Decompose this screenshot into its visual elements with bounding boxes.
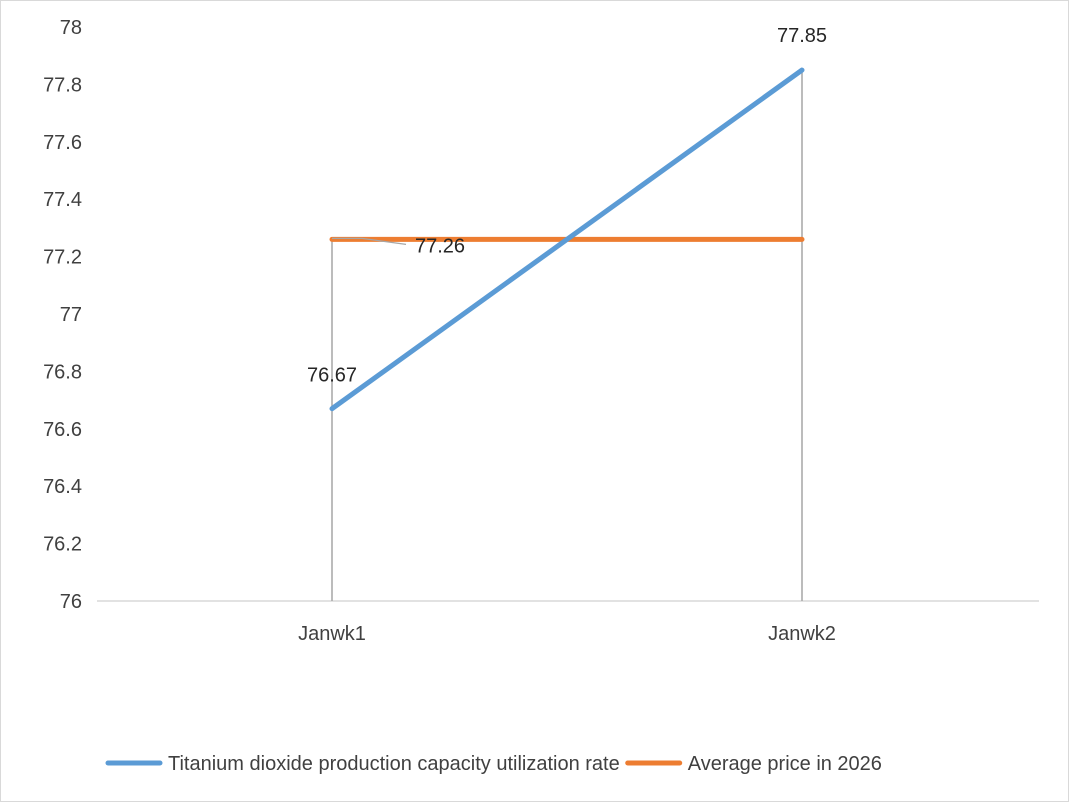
y-tick-label: 77.4 [43, 189, 82, 211]
data-label: 76.67 [307, 365, 357, 387]
x-tick-label: Janwk2 [768, 623, 836, 645]
series-line-utilization [329, 67, 805, 412]
series-lines [329, 67, 805, 412]
y-axis-ticks: 76 76.2 76.4 76.6 76.8 77 77.2 77.4 77.6 77.8 78 [43, 17, 82, 613]
x-axis-ticks: Janwk1 Janwk2 [298, 623, 836, 645]
x-tick-label: Janwk1 [298, 623, 366, 645]
data-label: 77.85 [777, 25, 827, 47]
data-label: 77.26 [415, 235, 465, 257]
legend: Titanium dioxide production capacity uti… [105, 753, 882, 775]
data-labels: 76.67 77.85 77.26 [307, 25, 827, 387]
y-tick-label: 76.2 [43, 534, 82, 556]
data-label-leader-line [332, 237, 407, 245]
legend-label: Average price in 2026 [688, 753, 882, 775]
y-tick-label: 76.6 [43, 419, 82, 441]
legend-label: Titanium dioxide production capacity uti… [168, 753, 620, 775]
y-tick-label: 77 [60, 304, 82, 326]
y-tick-label: 76.8 [43, 361, 82, 383]
y-tick-label: 77.8 [43, 74, 82, 96]
y-tick-label: 77.2 [43, 247, 82, 269]
y-tick-label: 77.6 [43, 132, 82, 154]
y-tick-label: 76 [60, 591, 82, 613]
y-tick-label: 76.4 [43, 476, 82, 498]
drop-lines [331, 70, 803, 601]
y-tick-label: 78 [60, 17, 82, 39]
